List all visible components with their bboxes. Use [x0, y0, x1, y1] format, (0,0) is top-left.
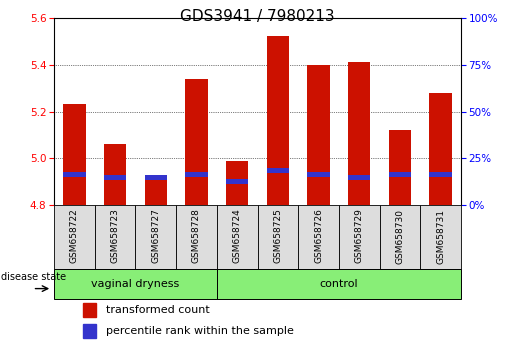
Bar — [430, 93, 452, 205]
Bar — [95, 205, 135, 269]
Bar — [185, 172, 208, 177]
Text: GSM658730: GSM658730 — [396, 209, 404, 263]
Bar — [339, 205, 380, 269]
Bar — [217, 205, 258, 269]
Bar — [226, 161, 248, 205]
Text: GSM658727: GSM658727 — [151, 209, 160, 263]
Bar — [420, 205, 461, 269]
Text: GSM658723: GSM658723 — [111, 209, 119, 263]
Text: percentile rank within the sample: percentile rank within the sample — [106, 326, 294, 336]
Text: GSM658728: GSM658728 — [192, 209, 201, 263]
Bar — [63, 104, 85, 205]
Bar — [217, 269, 461, 299]
Bar — [348, 175, 370, 180]
Bar — [380, 205, 420, 269]
Bar — [104, 144, 126, 205]
Bar — [307, 65, 330, 205]
Bar — [145, 175, 167, 180]
Bar — [430, 172, 452, 177]
Text: transformed count: transformed count — [106, 305, 210, 315]
Bar — [389, 130, 411, 205]
Bar — [54, 205, 95, 269]
Text: GSM658722: GSM658722 — [70, 209, 79, 263]
Bar — [104, 175, 126, 180]
Bar — [176, 205, 217, 269]
Bar — [82, 324, 96, 338]
Bar — [145, 175, 167, 205]
Bar — [258, 205, 298, 269]
Bar — [389, 172, 411, 177]
Text: GSM658731: GSM658731 — [436, 209, 445, 263]
Bar — [63, 172, 85, 177]
Text: GDS3941 / 7980213: GDS3941 / 7980213 — [180, 9, 335, 24]
Bar — [226, 179, 248, 184]
Text: GSM658729: GSM658729 — [355, 209, 364, 263]
Text: disease state: disease state — [1, 273, 66, 282]
Bar — [54, 269, 217, 299]
Text: GSM658724: GSM658724 — [233, 209, 242, 263]
Bar — [298, 205, 339, 269]
Bar — [267, 36, 289, 205]
Bar — [348, 62, 370, 205]
Text: vaginal dryness: vaginal dryness — [91, 279, 180, 289]
Bar — [267, 167, 289, 173]
Bar — [185, 79, 208, 205]
Bar — [307, 172, 330, 177]
Text: control: control — [319, 279, 358, 289]
Text: GSM658725: GSM658725 — [273, 209, 282, 263]
Bar — [135, 205, 176, 269]
Bar — [82, 303, 96, 318]
Text: GSM658726: GSM658726 — [314, 209, 323, 263]
